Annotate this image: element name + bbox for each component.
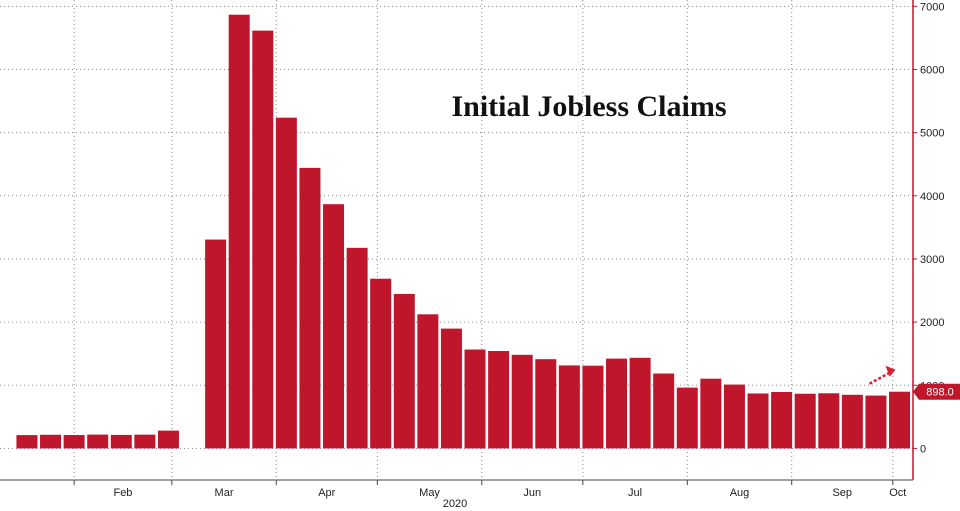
bar (629, 357, 651, 449)
bar (535, 359, 557, 449)
bar (252, 30, 274, 449)
bar (771, 392, 793, 449)
bar (511, 354, 533, 449)
bar (323, 204, 345, 449)
bar (417, 314, 439, 449)
last-value-marker: 898.0 (868, 365, 960, 400)
bars-group (16, 14, 911, 449)
bar (747, 393, 769, 449)
bar (700, 378, 722, 449)
x-tick-labels: Feb Mar Apr May Jun Jul Aug Sep Oct (73, 480, 906, 499)
x-tick-label: Sep (832, 487, 852, 499)
bar (205, 239, 227, 449)
x-year-label: 2020 (443, 498, 467, 510)
bar (16, 435, 38, 449)
x-tick-label: Oct (889, 487, 906, 499)
y-tick-label: 6000 (920, 64, 944, 76)
bar (346, 247, 368, 449)
y-tick-label: 7000 (920, 1, 944, 13)
bar (393, 293, 415, 449)
bar (606, 358, 628, 449)
bar (558, 365, 580, 449)
x-tick-label: Aug (730, 487, 750, 499)
bar (865, 395, 887, 449)
bar (275, 117, 297, 449)
last-value-label: 898.0 (926, 387, 954, 399)
bar (157, 430, 179, 449)
bar (440, 328, 462, 449)
bar (134, 434, 156, 449)
bar (464, 349, 486, 449)
trend-arrow-shaft (868, 370, 893, 385)
y-tick-label: 3000 (920, 254, 944, 266)
chart-title: Initial Jobless Claims (451, 90, 726, 123)
y-tick-label: 4000 (920, 191, 944, 203)
bar (653, 373, 675, 449)
bar (370, 278, 392, 449)
last-value-tag (913, 383, 960, 400)
x-tick-label: May (419, 487, 440, 499)
axes-group (0, 0, 914, 481)
bar (889, 391, 911, 449)
bar (676, 387, 698, 449)
x-tick-label: Jul (628, 487, 642, 499)
bar (488, 351, 510, 449)
x-tick-label: Jun (523, 487, 541, 499)
y-tick-label: 2000 (920, 317, 944, 329)
bar (841, 394, 863, 449)
x-tick-label: Mar (215, 487, 234, 499)
y-tick-label: 5000 (920, 128, 944, 140)
trend-arrow-head (885, 365, 896, 377)
bar (40, 434, 62, 449)
x-tick-label: Feb (113, 487, 132, 499)
bar (228, 14, 250, 449)
bar (818, 393, 840, 449)
bar (87, 434, 109, 449)
y-tick-label: 0 (920, 443, 926, 455)
bar (110, 434, 132, 449)
x-tick-label: Apr (318, 487, 335, 499)
bar (582, 365, 604, 449)
bar (63, 435, 85, 449)
bar (723, 384, 745, 449)
bar (299, 167, 321, 449)
bar (794, 393, 816, 449)
